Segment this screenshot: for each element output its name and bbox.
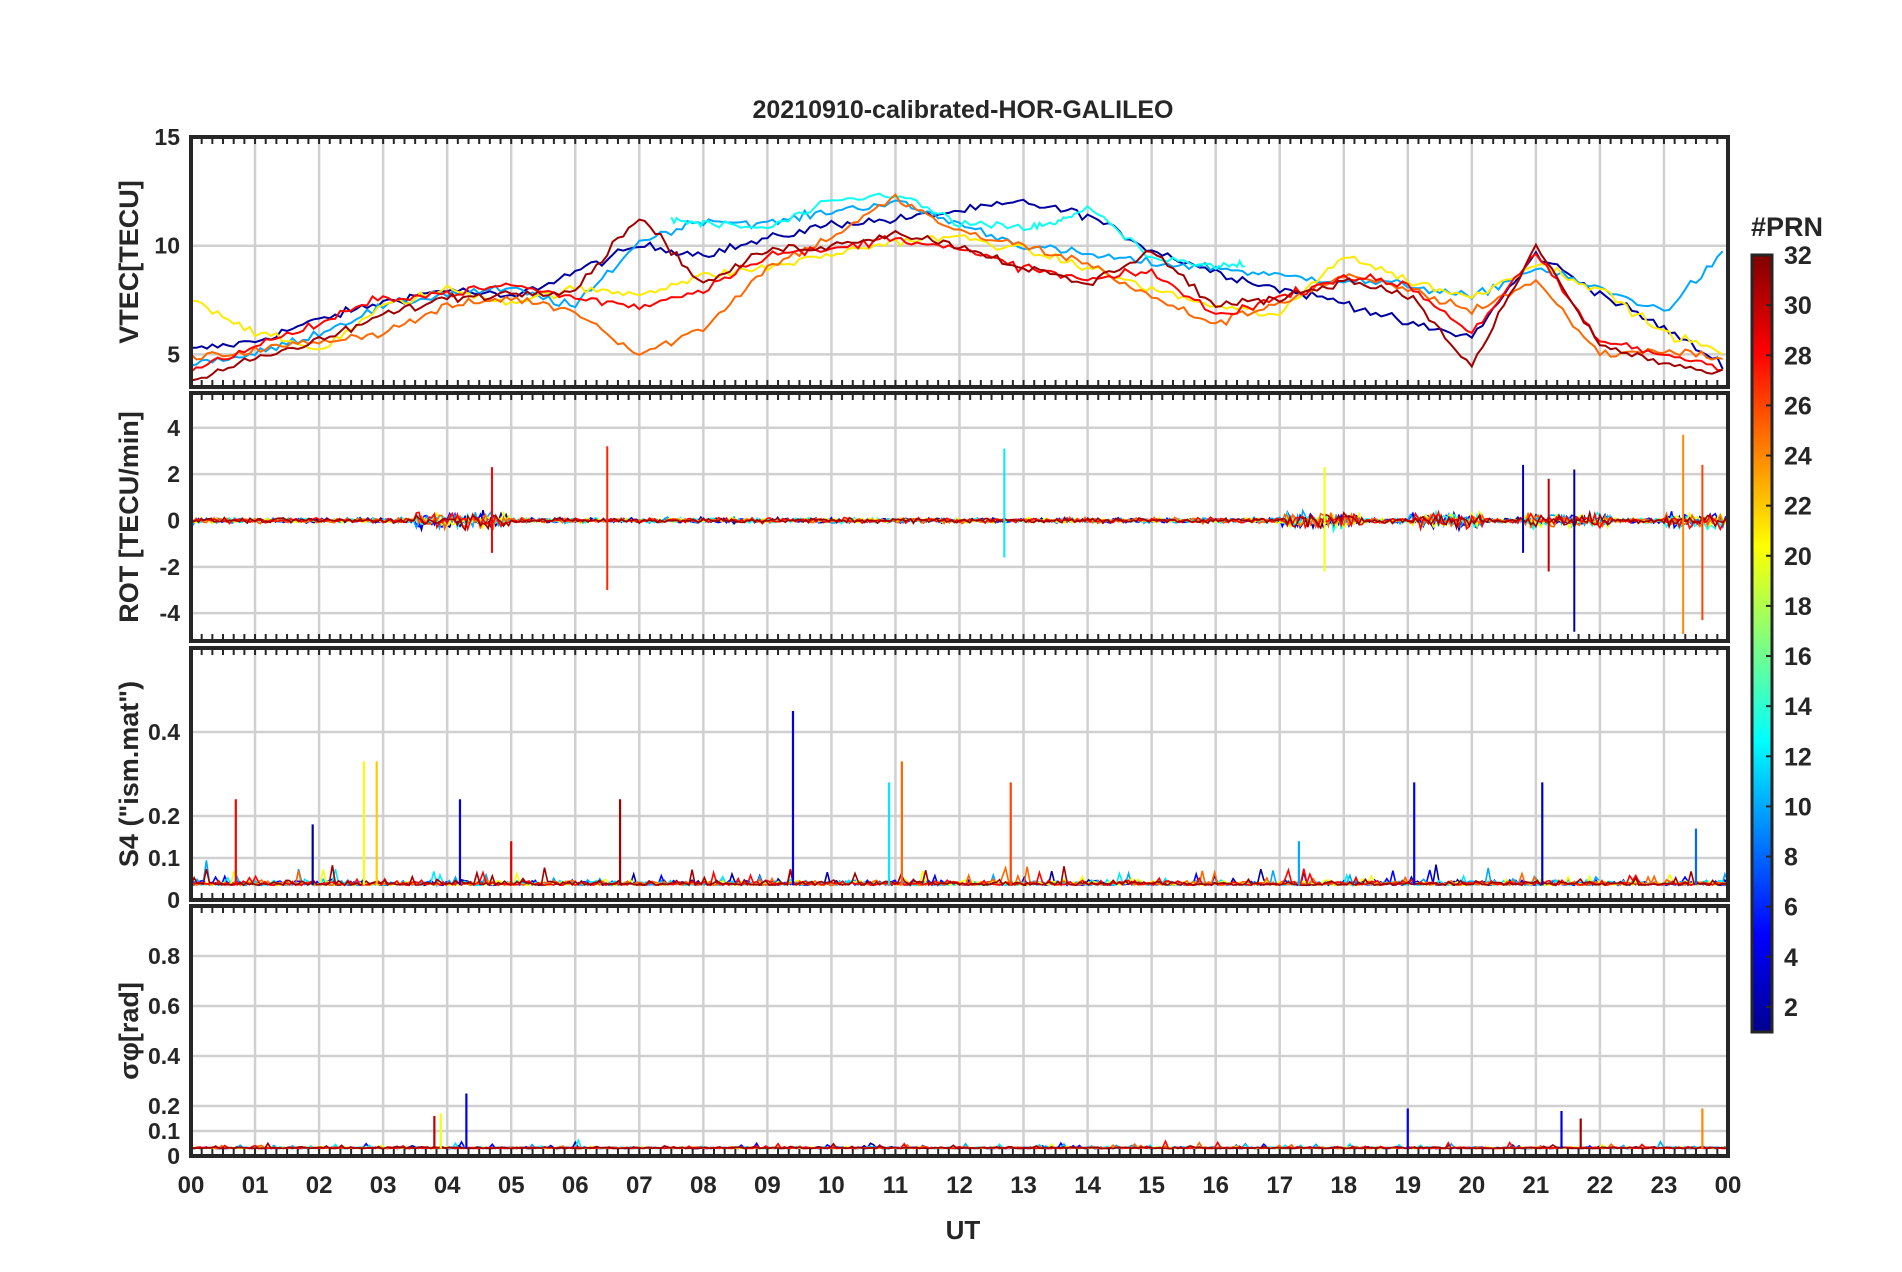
x-tick-label: 15 [1138,1172,1165,1199]
x-tick-label: 19 [1394,1172,1421,1199]
y-tick-label-rot: 0 [167,507,180,533]
x-tick-label: 03 [370,1172,397,1199]
x-tick-label: 14 [1074,1172,1101,1199]
y-tick-label-sigma: 0.6 [148,993,180,1019]
colorbar-tick-label: 26 [1784,392,1812,420]
y-tick-label-sigma: 0.4 [148,1043,180,1069]
panel-vtec: 5 10 15 VTEC[TECU] [114,124,1730,389]
y-tick-label-vtec: 5 [167,341,180,367]
colorbar-tick-label: 30 [1784,292,1812,320]
x-tick-label: 23 [1651,1172,1678,1199]
x-tick-label: 13 [1010,1172,1037,1199]
y-axis-label-vtec: VTEC[TECU] [114,180,144,344]
x-tick-label: 05 [498,1172,525,1199]
axes-frame-sigma [189,904,1730,1158]
colorbar-tick-label: 2 [1784,994,1798,1022]
y-tick-label-sigma: 0.8 [148,943,180,969]
y-axis-label-rot: ROT [TECU/min] [114,411,144,622]
x-tick-label: 16 [1202,1172,1229,1199]
x-tick-label: 08 [690,1172,717,1199]
x-tick-label: 21 [1523,1172,1550,1199]
colorbar-tick-label: 28 [1784,342,1812,370]
y-tick-label-s4: 0.4 [148,719,180,745]
y-tick-label-s4: 0.2 [148,803,180,829]
colorbar-tick-label: 10 [1784,793,1812,821]
x-tick-label: 07 [626,1172,653,1199]
colorbar-tick-label: 20 [1784,543,1812,571]
y-tick-label-sigma: 0.2 [148,1093,180,1119]
s4-series-prn-31 [191,865,1728,887]
data-sigma [191,1093,1728,1150]
y-tick-label-rot: 4 [167,415,180,441]
y-tick-label-s4: 0.1 [148,845,180,871]
data-vtec [191,192,1724,382]
data-s4 [191,711,1728,889]
colorbar-tick-label: 14 [1784,693,1812,721]
x-tick-label: 09 [754,1172,781,1199]
panel-rot: -4 -2 0 2 4 ROT [TECU/min] [114,391,1730,643]
y-tick-label-vtec: 15 [154,124,180,150]
x-tick-label: 01 [242,1172,269,1199]
colorbar-tick-label: 32 [1784,242,1812,270]
x-axis-label: UT [946,1215,981,1245]
colorbar-tick-label: 18 [1784,593,1812,621]
chart-title: 20210910-calibrated-HOR-GALILEO [753,96,1174,124]
x-tick-label: 17 [1266,1172,1293,1199]
y-tick-label-rot: -4 [160,600,181,626]
rot-series-prn-31 [191,509,1728,532]
panel-sigma: 00.10.2 0.4 0.6 0.8σφ[rad] [114,904,1730,1169]
axes-frame-vtec [189,135,1730,389]
vtec-series-prn-13 [670,192,1246,271]
y-tick-label-vtec: 10 [154,233,180,259]
vtec-series-prn-28 [191,234,1723,373]
colorbar-tick-label: 22 [1784,493,1812,521]
x-tick-label: 22 [1587,1172,1614,1199]
x-tick-label: 12 [946,1172,973,1199]
x-tick-label: 11 [883,1172,908,1199]
rot-series-prn-28 [191,509,1728,532]
y-axis-label-sigma: σφ[rad] [114,982,144,1080]
vtec-series-prn-21 [191,234,1724,356]
colorbar-tick-label: 24 [1784,443,1812,471]
y-tick-label-rot: 2 [167,461,180,487]
colorbar-tick-label: 6 [1784,894,1798,922]
x-tick-label: 18 [1330,1172,1357,1199]
colorbar-tick-label: 4 [1784,944,1798,972]
y-tick-label-rot: -2 [160,554,180,580]
y-tick-label-s4: 0 [167,887,180,913]
vtec-series-prn-25 [191,192,1723,361]
vtec-series-prn-31 [191,218,1724,382]
y-tick-label-sigma: 0.1 [148,1118,180,1144]
axes-frame-rot [189,391,1730,643]
colorbar-tick-label: 16 [1784,643,1812,671]
x-tick-label: 02 [306,1172,333,1199]
x-tick-label: 00 [178,1172,205,1199]
y-axis-label-s4: S4 ("ism.mat") [114,681,144,867]
colorbar-tick-label: 8 [1784,844,1798,872]
x-tick-label: 10 [818,1172,845,1199]
x-tick-label: 06 [562,1172,589,1199]
colorbar-tick-label: 12 [1784,743,1812,771]
sigma-series-prn-31 [191,1141,1728,1150]
colorbar-gradient [1750,253,1774,1034]
axes-frame-s4 [189,646,1730,902]
data-rot [191,434,1728,635]
colorbar-label: #PRN [1751,212,1823,242]
x-tick-label: 00 [1715,1172,1742,1199]
panel-s4: 0.1 0.2 0.4 0 S4 ("ism.mat") [114,646,1730,913]
y-tick-label-sigma: 0 [167,1143,180,1169]
x-tick-label: 20 [1458,1172,1485,1199]
x-tick-label: 04 [434,1172,461,1199]
